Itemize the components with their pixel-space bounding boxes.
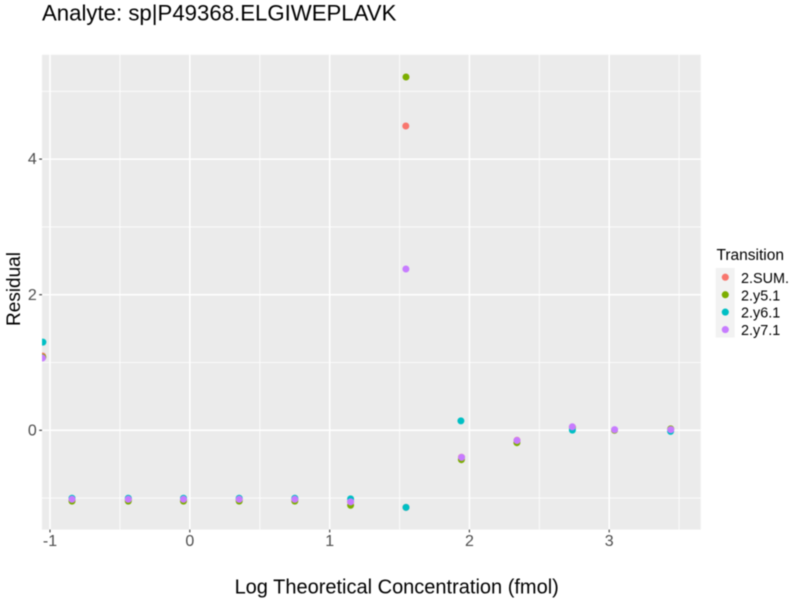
svg-text:0: 0 — [28, 423, 37, 440]
svg-text:2.y7.1: 2.y7.1 — [741, 323, 780, 339]
svg-text:Log Theoretical Concentration: Log Theoretical Concentration (fmol) — [235, 576, 559, 598]
svg-text:2: 2 — [28, 287, 37, 304]
svg-text:3: 3 — [605, 533, 614, 550]
svg-text:2.SUM.: 2.SUM. — [741, 271, 789, 287]
svg-text:Residual: Residual — [4, 252, 25, 326]
svg-text:0: 0 — [185, 533, 194, 550]
svg-text:2.y6.1: 2.y6.1 — [741, 306, 780, 322]
svg-text:-1: -1 — [43, 533, 57, 550]
svg-text:2: 2 — [465, 533, 474, 550]
svg-text:Transition: Transition — [717, 247, 784, 264]
svg-text:2.y5.1: 2.y5.1 — [741, 288, 780, 304]
svg-text:Analyte: sp|P49368.ELGIWEPLAVK: Analyte: sp|P49368.ELGIWEPLAVK — [42, 1, 397, 26]
svg-text:4: 4 — [28, 151, 37, 168]
svg-text:1: 1 — [325, 533, 334, 550]
